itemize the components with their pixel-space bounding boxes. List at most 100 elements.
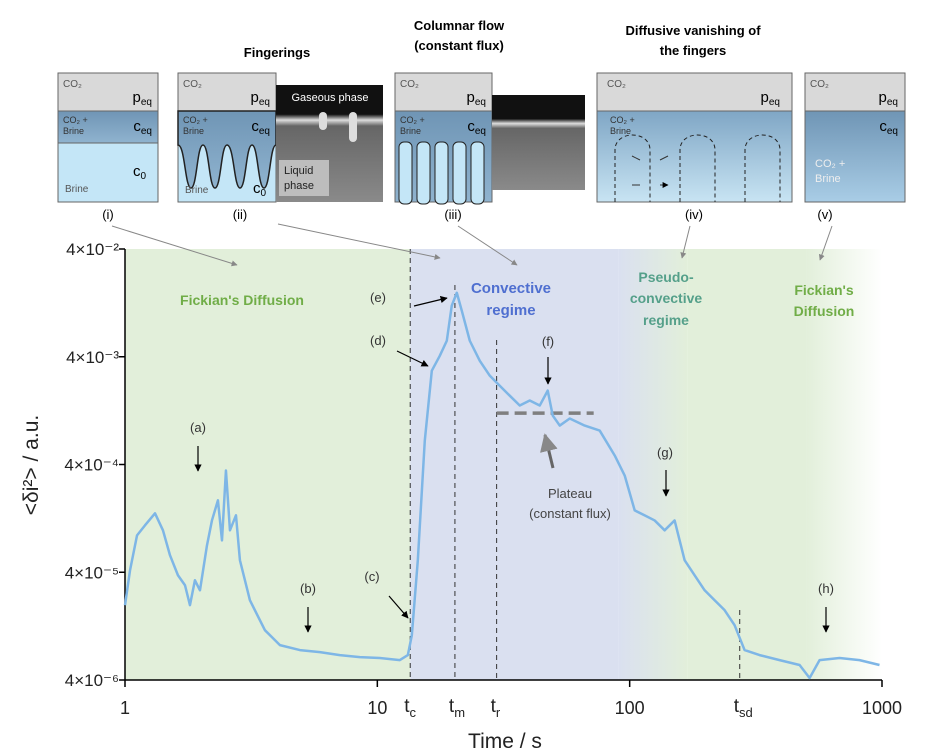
arrow <box>388 595 409 619</box>
symbol: p <box>467 89 475 106</box>
connector <box>111 225 238 267</box>
region <box>410 249 619 680</box>
panel-title: Diffusive vanishing of <box>625 23 761 38</box>
marker-subscript: m <box>454 705 465 720</box>
region <box>618 249 688 680</box>
point-label: (d) <box>370 333 386 348</box>
symbol: c <box>133 118 141 135</box>
panel-label: (iii) <box>444 207 461 222</box>
symbol: p <box>251 89 259 106</box>
symbol: c <box>133 163 141 180</box>
symbol: c <box>467 118 475 135</box>
subscript: eq <box>475 97 486 108</box>
panel-text: c0 <box>133 163 147 182</box>
subscript: eq <box>259 97 270 108</box>
connector <box>457 225 518 266</box>
panel-text: Brine <box>400 126 421 136</box>
arrow <box>413 296 448 307</box>
panel-text: ceq <box>879 118 898 137</box>
subscript: 0 <box>140 171 146 182</box>
marker-symbol: t <box>491 696 497 717</box>
region-label: Fickian's <box>794 282 854 298</box>
panel-text: peq <box>133 89 152 108</box>
panel-text: peq <box>251 89 270 108</box>
panel: CO₂ peq ceq CO₂ + Brine (v) <box>804 72 906 222</box>
symbol: c <box>251 118 259 135</box>
panel-text: Brine <box>815 173 841 185</box>
panel-text: CO₂ <box>400 79 419 90</box>
symbol: p <box>133 89 141 106</box>
panel-text: Brine <box>610 126 631 136</box>
panel-text: CO₂ <box>810 79 829 90</box>
panel-text: Brine <box>185 185 209 196</box>
panel-text: Brine <box>65 184 89 195</box>
subscript: eq <box>887 97 898 108</box>
marker-label: tr <box>491 696 501 720</box>
region-label: Diffusion <box>794 303 855 319</box>
region-label: Convective <box>471 280 551 297</box>
panel-text: ceq <box>133 118 152 137</box>
panel-text: ceq <box>251 118 270 137</box>
region <box>125 249 411 680</box>
marker-subscript: r <box>496 705 501 720</box>
symbol: p <box>879 89 887 106</box>
chart-layer: 4×10⁻⁶ 4×10⁻⁵ 4×10⁻⁴ 4×10⁻³ 4×10⁻² 1 10 100 1000… <box>64 240 902 720</box>
panel-text: c0 <box>253 180 267 199</box>
point-label: (f) <box>542 334 554 349</box>
panel-text: peq <box>761 89 780 108</box>
subscript: eq <box>141 126 152 137</box>
subscript: eq <box>769 97 780 108</box>
subscript: eq <box>887 126 898 137</box>
point-label: (b) <box>300 581 316 596</box>
subscript: eq <box>141 97 152 108</box>
panel-text: CO₂ <box>607 79 626 90</box>
region <box>806 249 882 680</box>
panel-text: CO₂ + <box>63 115 88 125</box>
region-label: regime <box>486 302 535 319</box>
y-tick-label: 4×10⁻³ <box>66 348 119 367</box>
region-label: convective <box>630 290 703 306</box>
marker-label: tsd <box>734 696 753 720</box>
symbol: p <box>761 89 769 106</box>
panel-text: peq <box>467 89 486 108</box>
panel-label: (i) <box>102 207 114 222</box>
panel-text: CO₂ <box>63 79 82 90</box>
photo-label: Gaseous phase <box>291 92 368 104</box>
panel-text: ceq <box>467 118 486 137</box>
marker-label: tc <box>404 696 416 720</box>
panel-text: peq <box>879 89 898 108</box>
panel-text: CO₂ <box>183 79 202 90</box>
marker-subscript: sd <box>739 705 753 720</box>
subscript: eq <box>475 126 486 137</box>
marker-symbol: t <box>734 696 740 717</box>
point-label: (e) <box>370 290 386 305</box>
arrow <box>396 350 429 367</box>
panel-text: CO₂ + <box>815 158 845 170</box>
y-tick-label: 4×10⁻⁶ <box>65 671 119 690</box>
panel-label: (v) <box>817 207 832 222</box>
marker-label: tm <box>449 696 465 720</box>
panel-text: Brine <box>63 126 84 136</box>
panel-text: CO₂ + <box>400 115 425 125</box>
connector <box>818 225 833 261</box>
y-tick-label: 4×10⁻⁴ <box>64 456 119 475</box>
region-label: Pseudo- <box>638 269 694 285</box>
point-label: (a) <box>190 420 206 435</box>
data-line <box>123 291 880 680</box>
y-tick-label: 4×10⁻² <box>66 240 119 259</box>
arrow <box>540 433 558 469</box>
panel-title: the fingers <box>660 43 726 58</box>
panel: CO₂ peq CO₂ + Brine ceq Brine c0 Gaseous… <box>177 72 383 222</box>
symbol: c <box>879 118 887 135</box>
region-label: regime <box>643 312 689 328</box>
point-label: (c) <box>364 569 379 584</box>
panel-title: Columnar flow <box>414 18 505 33</box>
region <box>687 249 807 680</box>
x-tick-label: 1000 <box>862 698 902 718</box>
panel-label: (ii) <box>233 207 247 222</box>
x-tick-label: 1 <box>120 698 130 718</box>
connector <box>277 223 441 260</box>
photo <box>492 95 585 190</box>
connector <box>680 225 691 259</box>
